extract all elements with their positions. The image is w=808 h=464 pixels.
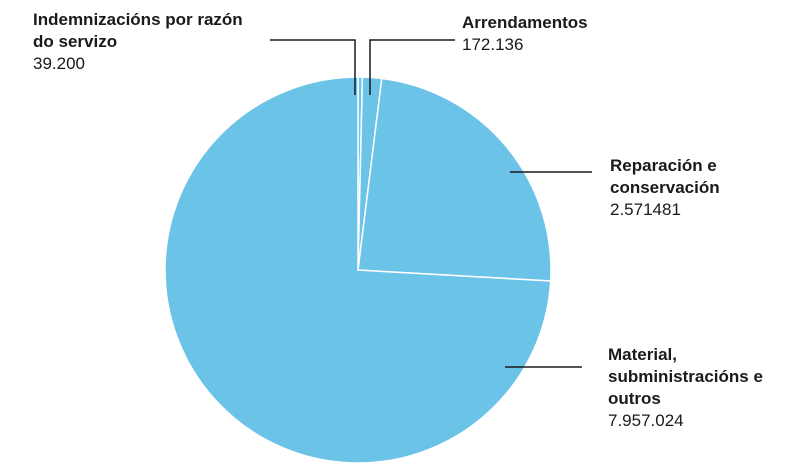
category-name: Reparación e conservación (610, 156, 720, 197)
category-name: Indemnizacións por razón do servizo (33, 10, 243, 51)
leader-line (369, 39, 455, 95)
value-label: 7.957.024 (608, 411, 684, 430)
slice-label: Reparación e conservación 2.571481 (610, 155, 780, 221)
value-label: 172.136 (462, 35, 524, 54)
value-label: 39.200 (33, 54, 85, 73)
category-name: Material, subministracións e outros (608, 345, 763, 408)
category-name: Arrendamentos (462, 13, 588, 32)
pie-slice (357, 77, 552, 282)
value-label: 2.571481 (610, 200, 681, 219)
pie-slice (164, 76, 552, 464)
slice-label: Indemnizacións por razón do servizo 39.20… (33, 9, 268, 75)
leader-line (270, 39, 356, 95)
slice-label: Material, subministracións e outros 7.957… (608, 344, 808, 432)
slice-label: Arrendamentos 172.136 (462, 12, 662, 56)
